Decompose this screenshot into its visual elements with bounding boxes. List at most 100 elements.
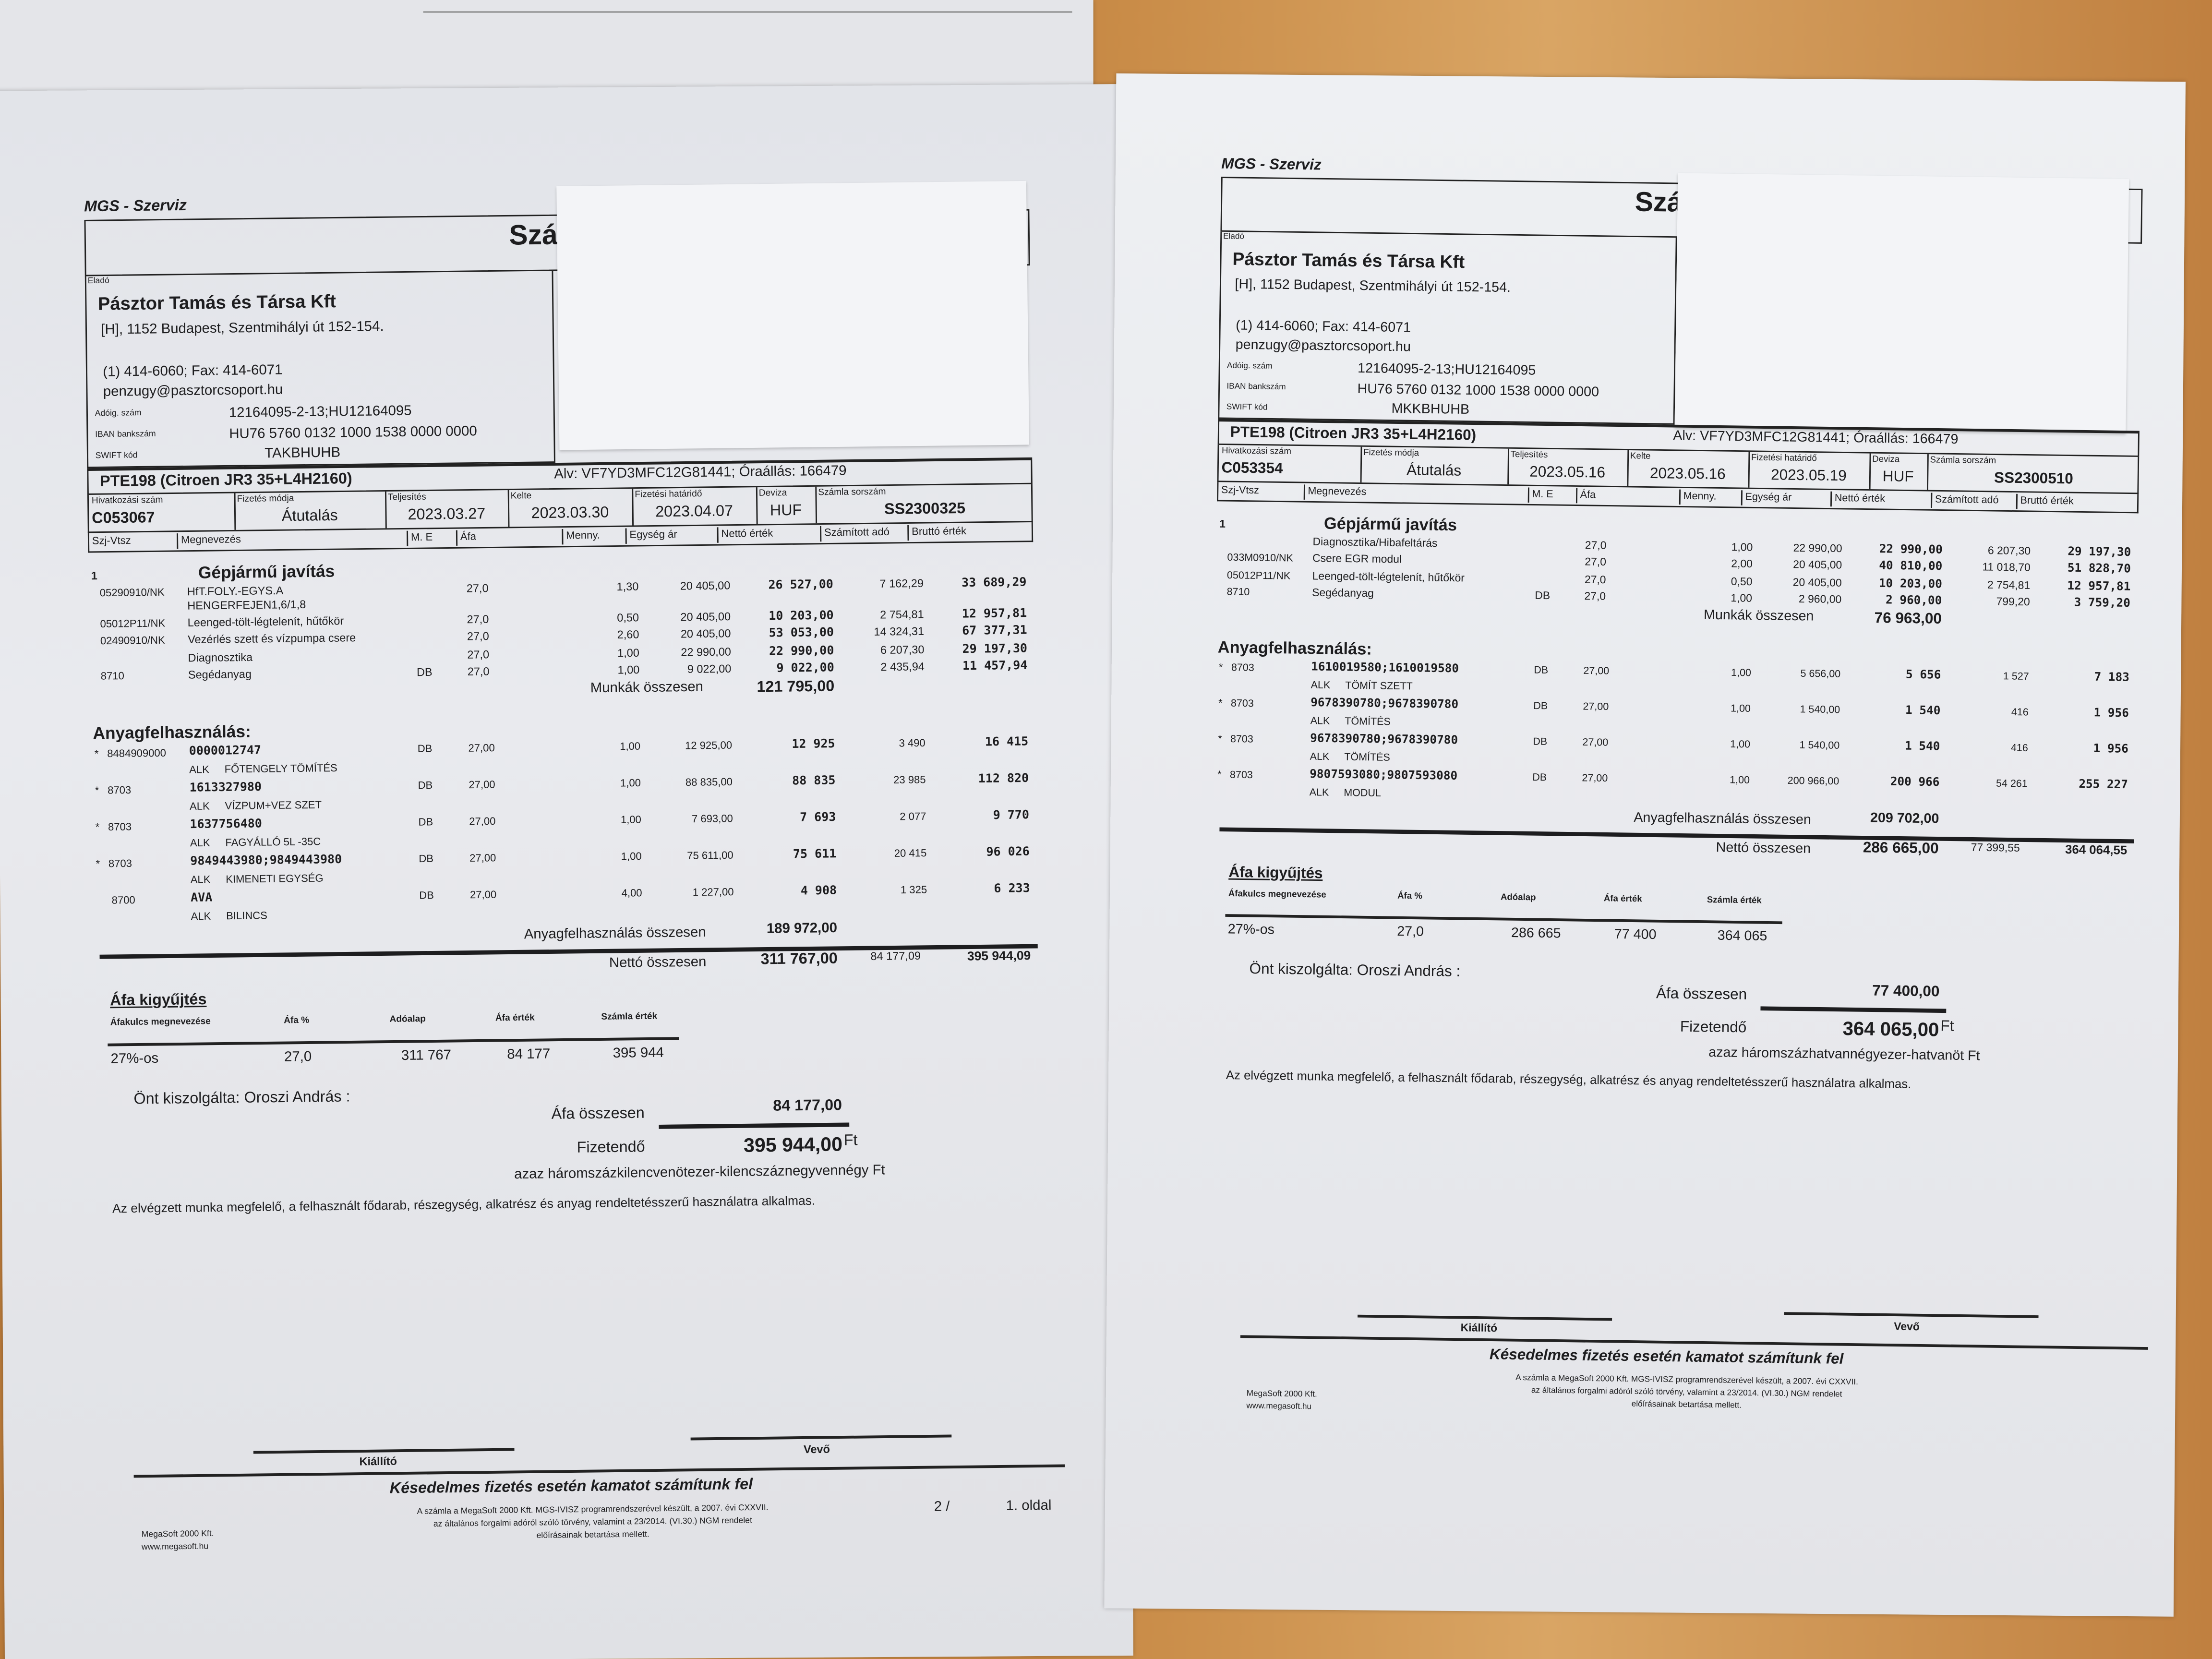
vat-total-label: Áfa összesen — [1656, 986, 1747, 1004]
part-number: 9678390780;9678390780 — [1310, 697, 1459, 713]
part-number: 1610019580;1610019580 — [1310, 661, 1459, 677]
gross-cell: 12 957,81 — [2067, 579, 2131, 594]
net-cell: 2 960,00 — [1885, 593, 1942, 609]
vat-value: 77 400 — [1614, 927, 1657, 944]
unit-cell: DB — [1533, 735, 1548, 748]
unit-cell: 2 960,00 — [1798, 592, 1842, 606]
tax-cell: 2 435,94 — [880, 660, 925, 673]
vat-summary: Áfa kigyűjtés Áfakulcs megnevezése Áfa % Ad… — [1211, 865, 2134, 959]
net-cell: 9 022,00 — [776, 661, 835, 676]
gross-cell: 29 197,30 — [962, 641, 1028, 657]
materials-total-label: Anyagfelhasználás összesen — [524, 926, 706, 943]
seller-address: [H], 1152 Budapest, Szentmihályi út 152-… — [1235, 277, 1511, 296]
meta-label: Hivatkozási szám — [1221, 446, 1292, 457]
vehicle-plate: PTE198 (Citroen JR3 35+L4H2160) — [1230, 424, 1477, 445]
alk-label: ALK — [189, 800, 210, 813]
vat-value: 311 767 — [401, 1048, 452, 1065]
qty-cell: 1,00 — [1731, 591, 1753, 605]
gross-cell: 11 457,94 — [962, 659, 1028, 674]
unit-cell: 20 405,00 — [1793, 558, 1842, 572]
unit-cell: 88 835,00 — [685, 775, 733, 789]
net-cell: 22 990,00 — [1879, 543, 1943, 558]
code-cell: 8710 — [1226, 585, 1250, 598]
meta-value: Átutalás — [1407, 462, 1462, 480]
name-cell: Diagnosztika — [188, 650, 253, 664]
meta-label: Fizetés módja — [237, 494, 294, 505]
part-number: 0000012747 — [189, 744, 262, 759]
seller-address: [H], 1152 Budapest, Szentmihályi út 152-… — [101, 319, 384, 338]
meta-cell: Teljesítés 2023.03.27 — [385, 490, 510, 529]
part-description: TÖMÍTÉS — [1345, 715, 1391, 728]
unit-cell: 22 990,00 — [681, 645, 732, 659]
column-header: Szj-Vtsz — [92, 534, 131, 547]
unit-cell: 20 405,00 — [1792, 576, 1842, 589]
column-header: Áfa — [456, 530, 477, 546]
vat-rate-cell: 27,0 — [467, 665, 490, 678]
meta-label: Számla sorszám — [818, 487, 886, 498]
invoice-footer: MegaSoft 2000 Kft. www.megasoft.hu A száml… — [1205, 1365, 2127, 1439]
name-cell: Vezérlés szett és vízpumpa csere — [187, 632, 356, 647]
tax-cell: 6 207,30 — [1987, 544, 2031, 557]
net-total: 286 665,00 — [1863, 840, 1939, 858]
seller-name: Pásztor Tamás és Társa Kft — [1232, 248, 1465, 272]
meta-value: 2023.04.07 — [655, 503, 733, 521]
meta-value: 2023.03.30 — [531, 504, 609, 523]
meta-value: 2023.05.16 — [1649, 466, 1726, 483]
net-cell: 7 693 — [800, 811, 836, 826]
redaction-sticker — [556, 180, 1030, 450]
divider — [1225, 914, 1782, 925]
column-header: Egység ár — [1741, 490, 1792, 506]
vat-summary-title: Áfa kigyűjtés — [109, 992, 207, 1010]
name-cell: Segédanyag — [1312, 586, 1374, 600]
qty-cell: 1,00 — [621, 850, 642, 863]
vendor-url: www.megasoft.hu — [141, 1543, 209, 1553]
tariff-code: 8703 — [1229, 769, 1253, 781]
vat-header: Áfa érték — [495, 1013, 535, 1024]
code-cell: 8710 — [100, 669, 124, 683]
amount-in-words: azaz háromszázkilencvenötezer-kilencszáz… — [514, 1163, 885, 1183]
meta-value: SS2300325 — [884, 500, 966, 518]
meta-cell: Fizetési határidő 2023.05.19 — [1748, 452, 1871, 490]
invoice-sheet-right: MGS - Szerviz Szá Eladó Pásztor Tamás és Tá… — [1104, 73, 2186, 1617]
column-header: Menny. — [562, 529, 601, 545]
net-cell: 10 203,00 — [1878, 577, 1943, 591]
part-description: BILINCS — [226, 909, 268, 923]
meta-value: 2023.05.19 — [1770, 467, 1847, 485]
qty-cell: 2,60 — [617, 628, 639, 642]
currency: Ft — [1940, 1018, 1954, 1035]
meta-label: Fizetési határidő — [635, 489, 702, 500]
part-description: KIMENETI EGYSÉG — [226, 872, 324, 886]
qty-cell: 1,00 — [1730, 702, 1751, 715]
code-cell: 05290910/NK — [99, 586, 165, 600]
meta-cell: Számla sorszám SS2300325 — [815, 484, 1034, 524]
star-marker: * — [95, 784, 99, 797]
vat-value: 27%-os — [1227, 922, 1275, 938]
tax-cell: 1 325 — [900, 883, 927, 897]
vat-value: 27,0 — [284, 1050, 312, 1066]
gross-cell: 51 828,70 — [2067, 562, 2131, 577]
name-cell: HfT.FOLY.-EGYS.A — [187, 584, 284, 599]
gross-cell: 9 770 — [993, 809, 1030, 824]
net-cell: 40 810,00 — [1879, 560, 1943, 575]
name-cell: Diagnosztika/Hibafeltárás — [1312, 535, 1438, 550]
meta-cell: Fizetés módja Átutalás — [1360, 446, 1510, 485]
labour-total-label: Munkák összesen — [1703, 608, 1814, 625]
issuer-signature-line — [1358, 1315, 1612, 1321]
meta-cell: Hivatkozási szám C053067 — [88, 493, 236, 532]
meta-label: Fizetés módja — [1363, 448, 1419, 459]
column-header: Bruttó érték — [2016, 493, 2074, 510]
tax-cell: 416 — [2011, 706, 2029, 719]
payable-amount: 395 944,00 — [743, 1132, 843, 1157]
meta-cell: Fizetés módja Átutalás — [234, 491, 387, 530]
alk-label: ALK — [191, 910, 211, 923]
vat-header: Számla érték — [601, 1012, 658, 1023]
seller-email: penzugy@pasztorcsoport.hu — [1235, 337, 1411, 356]
section-title: Gépjármű javítás — [198, 561, 335, 583]
vat-total: 84 177,00 — [773, 1097, 842, 1116]
issuer-label: Kiállító — [1460, 1322, 1498, 1335]
swift-label: SWIFT kód — [1226, 404, 1268, 413]
buyer-signature-line — [1784, 1312, 2039, 1318]
unit-cell: 20 405,00 — [680, 627, 731, 641]
section-number: 1 — [91, 569, 97, 583]
served-by: Önt kiszolgálta: Oroszi András : — [1249, 961, 1461, 981]
